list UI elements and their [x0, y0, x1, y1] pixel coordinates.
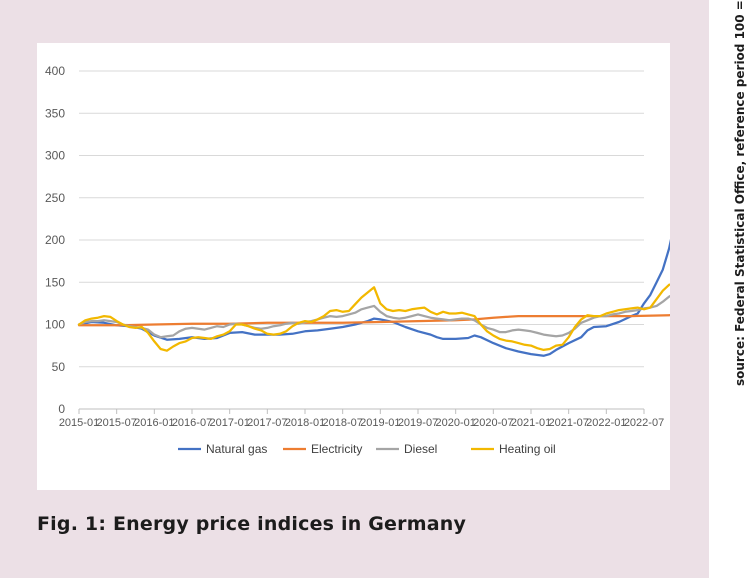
- y-tick-label: 0: [58, 402, 65, 416]
- x-tick-label: 2022-07: [624, 417, 664, 429]
- x-tick-label: 2020-07: [473, 417, 513, 429]
- y-tick-label: 250: [45, 191, 65, 205]
- legend-label: Electricity: [311, 442, 362, 456]
- y-tick-label: 350: [45, 106, 65, 120]
- x-tick-label: 2021-01: [511, 417, 551, 429]
- chart-area: 0 50 100 150 200 250 300 350 400 2015-01 2015-07 2…: [37, 43, 670, 490]
- figure-caption: Fig. 1: Energy price indices in Germany: [37, 513, 467, 535]
- y-tick-label: 400: [45, 64, 65, 78]
- x-tick-label: 2016-07: [172, 417, 212, 429]
- y-tick-label: 50: [52, 360, 66, 374]
- x-tick-label: 2022-01: [586, 417, 626, 429]
- series-line-heating-oil: [77, 283, 670, 352]
- legend-label: Heating oil: [499, 442, 556, 456]
- x-tick-label: 2020-01: [435, 417, 475, 429]
- x-tick-label: 2015-01: [59, 417, 99, 429]
- x-tick-label: 2017-07: [247, 417, 287, 429]
- y-tick-label: 200: [45, 233, 65, 247]
- series-line-diesel: [77, 294, 670, 339]
- x-tick-label: 2021-07: [548, 417, 588, 429]
- x-tick-label: 2017-01: [209, 417, 249, 429]
- x-axis-ticks: 2015-012015-072016-012016-072017-012017-…: [59, 409, 664, 429]
- source-note: source: Federal Statistical Office, refe…: [733, 0, 747, 386]
- y-tick-label: 300: [45, 149, 65, 163]
- y-tick-label: 100: [45, 318, 65, 332]
- x-tick-label: 2016-01: [134, 417, 174, 429]
- x-tick-label: 2018-01: [285, 417, 325, 429]
- y-axis-ticks: 0 50 100 150 200 250 300 350 400: [45, 64, 65, 416]
- legend-label: Natural gas: [206, 442, 267, 456]
- gridlines: [79, 70, 644, 410]
- legend: Natural gas Electricity Diesel Heating oil: [178, 442, 556, 456]
- series-line-electricity: [77, 314, 670, 327]
- x-tick-label: 2015-07: [96, 417, 136, 429]
- y-tick-label: 150: [45, 275, 65, 289]
- legend-label: Diesel: [404, 442, 437, 456]
- x-tick-label: 2019-07: [398, 417, 438, 429]
- series-lines: [77, 238, 670, 357]
- x-tick-label: 2018-07: [322, 417, 362, 429]
- x-tick-label: 2019-01: [360, 417, 400, 429]
